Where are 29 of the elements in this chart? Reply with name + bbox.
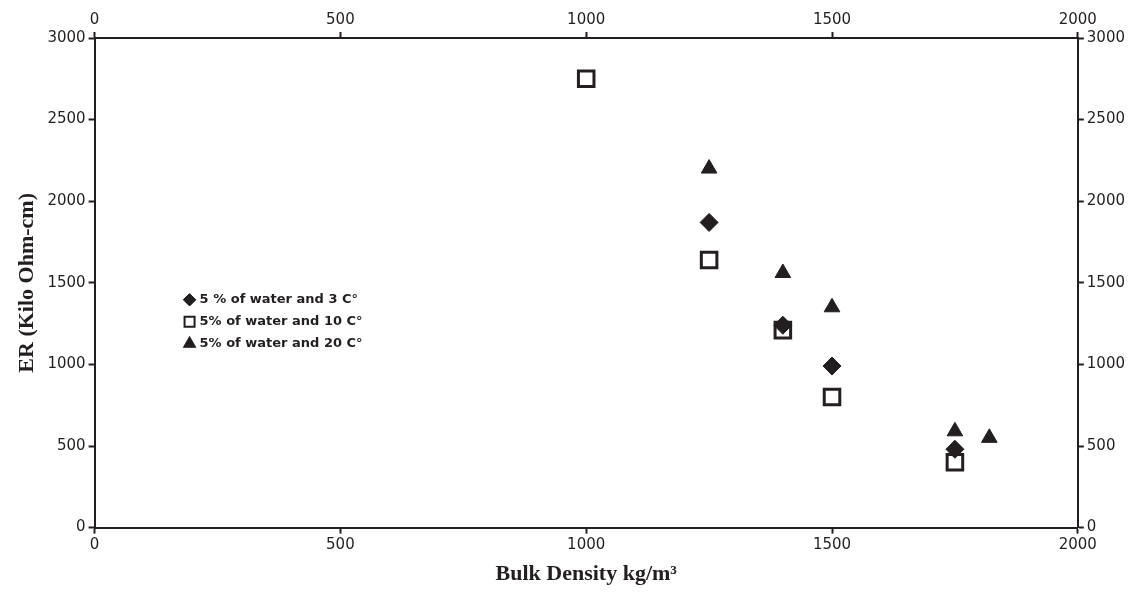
x2-tick-label: 2000: [1058, 9, 1097, 28]
x2-tick-label: 1500: [812, 9, 852, 28]
x-tick-label: 1000: [567, 535, 606, 554]
legend-label: 5% of water and 20 C°: [199, 335, 363, 351]
y-tick-label: 0: [76, 517, 86, 536]
y-tick-label: 2500: [47, 109, 86, 128]
x-tick-label: 1500: [812, 535, 852, 554]
x-tick-label: 500: [326, 535, 355, 554]
y-tick-label: 1500: [47, 272, 86, 291]
y-tick-label: 1000: [47, 354, 86, 373]
x-tick-label: 0: [89, 535, 100, 554]
y2-tick-label: 2500: [1086, 109, 1126, 128]
y-axis-title: ER (Kilo Ohm-cm): [12, 192, 38, 373]
x2-tick-label: 1000: [567, 9, 606, 28]
legend-label: 5% of water and 10 C°: [199, 313, 363, 329]
legend-label: 5 % of water and 3 C°: [199, 291, 359, 307]
x-axis-title: Bulk Density kg/m³: [495, 560, 678, 586]
y-tick-label: 3000: [47, 27, 86, 46]
x2-tick-label: 500: [326, 9, 355, 28]
y2-tick-label: 1000: [1086, 354, 1126, 373]
y2-tick-label: 2000: [1086, 191, 1126, 210]
y2-tick-label: 500: [1086, 435, 1116, 454]
y2-tick-label: 1500: [1086, 272, 1126, 291]
y-tick-label: 2000: [47, 191, 86, 210]
x2-tick-label: 0: [89, 9, 100, 28]
y2-tick-label: 0: [1086, 517, 1097, 536]
y-tick-label: 500: [56, 435, 86, 454]
x-tick-label: 2000: [1058, 535, 1097, 554]
y2-tick-label: 3000: [1086, 27, 1126, 46]
